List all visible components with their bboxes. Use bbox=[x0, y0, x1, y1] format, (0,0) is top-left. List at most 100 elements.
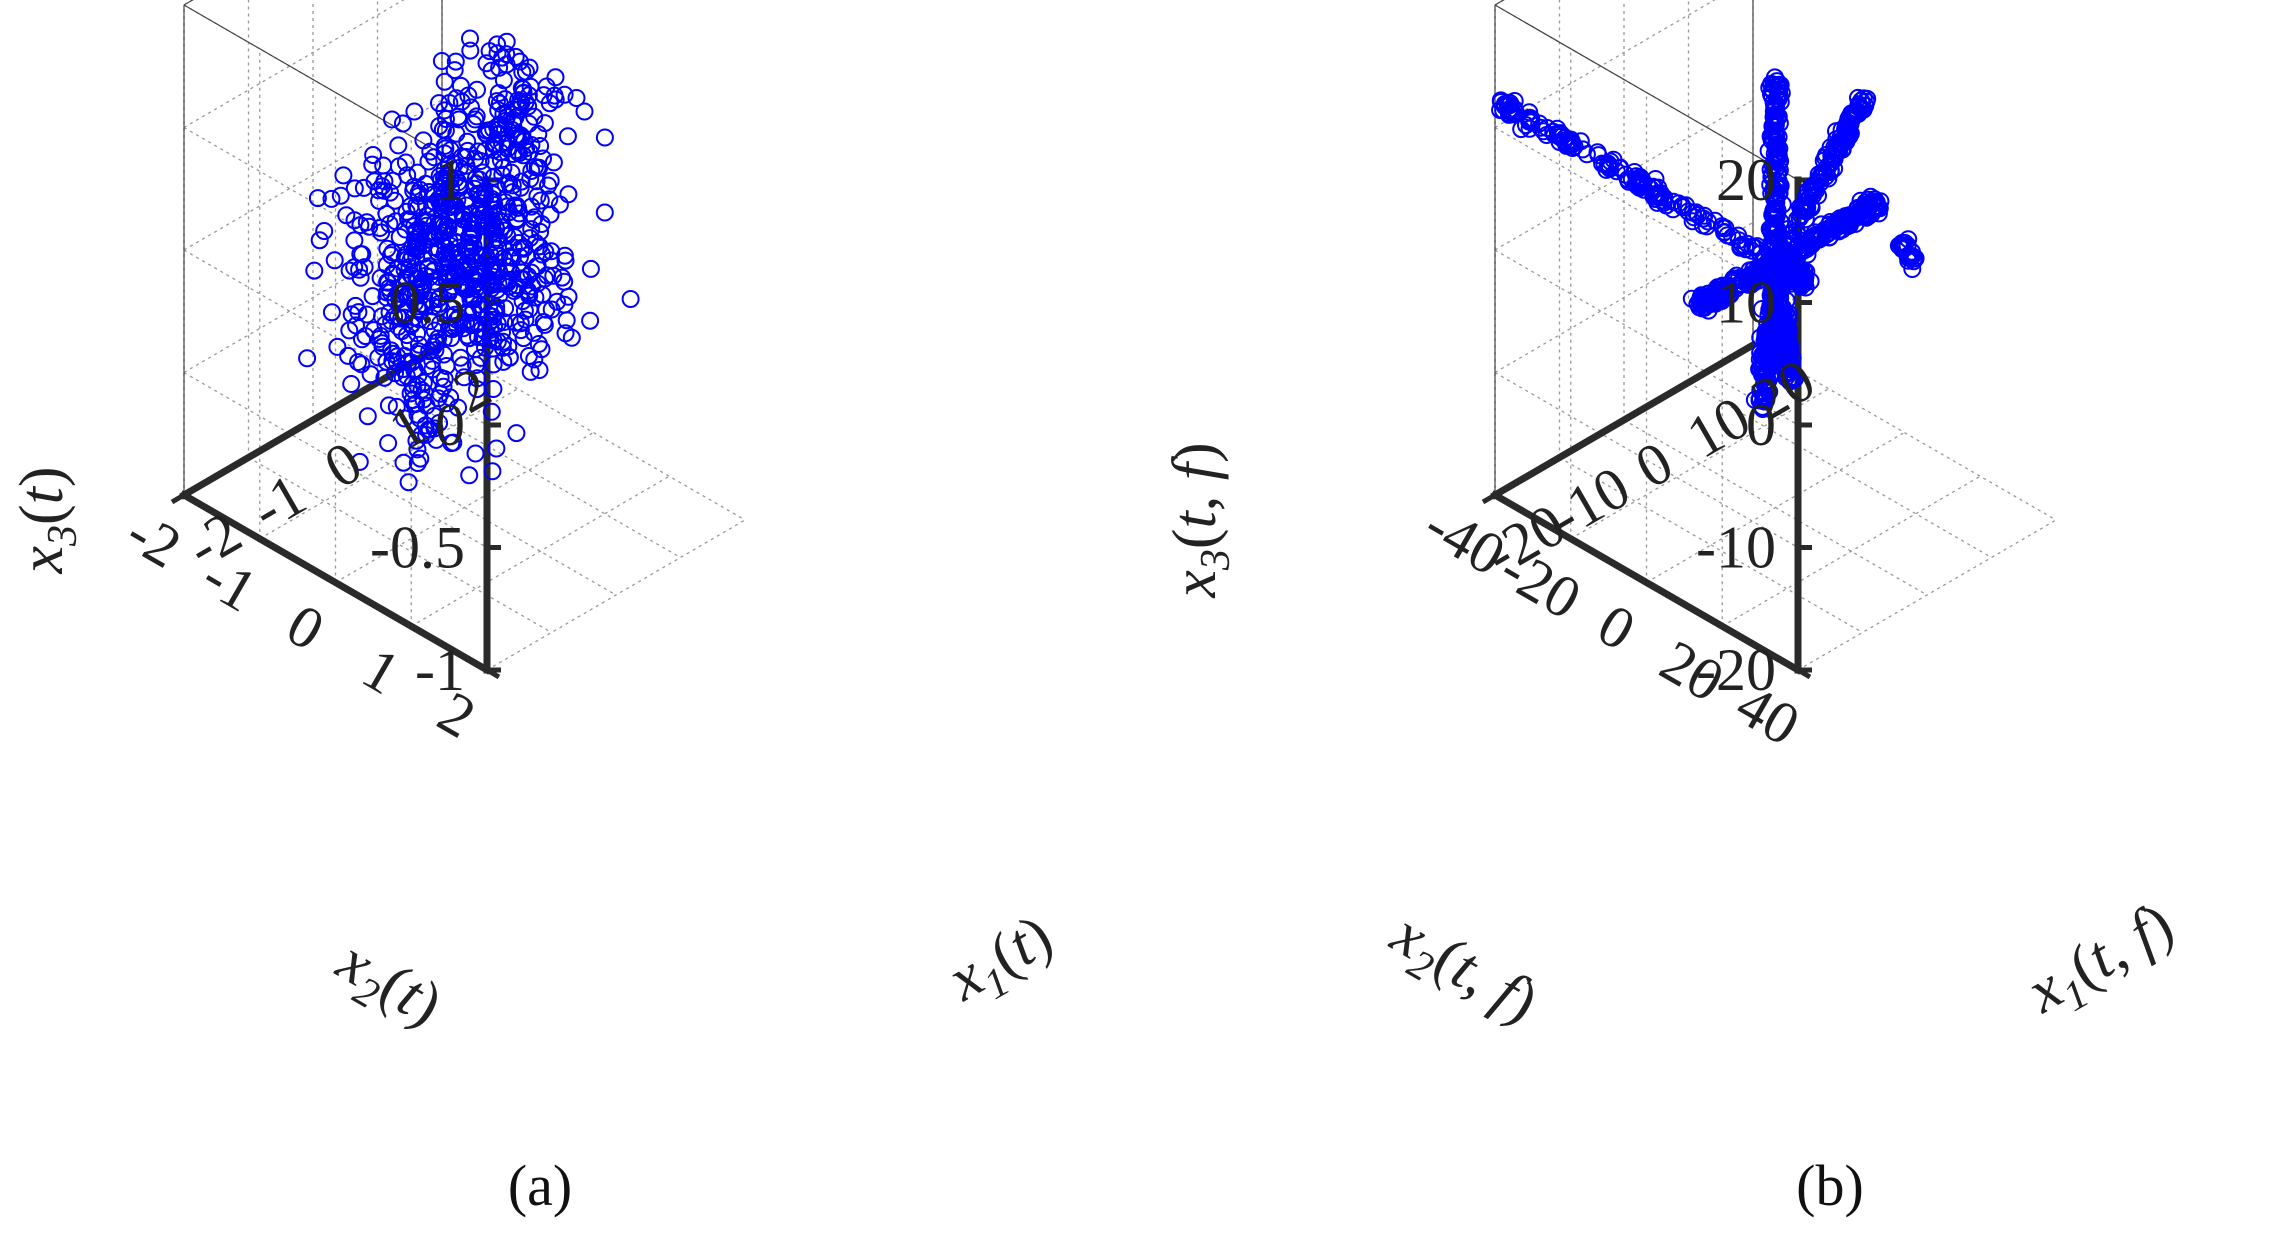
scatter-point bbox=[434, 377, 453, 396]
scatter-point bbox=[1837, 119, 1855, 138]
scatter-point bbox=[426, 193, 445, 212]
scatter-point bbox=[1756, 372, 1774, 391]
scatter-point bbox=[461, 226, 480, 245]
scatter-point bbox=[541, 205, 560, 224]
scatter-point bbox=[431, 314, 450, 333]
grid-line bbox=[1646, 431, 1905, 584]
scatter-point bbox=[383, 243, 402, 262]
scatter-point bbox=[1899, 251, 1918, 270]
scatter-point bbox=[1821, 163, 1840, 181]
scatter-point bbox=[387, 397, 406, 416]
scatter-point bbox=[516, 93, 535, 112]
scatter-point bbox=[1500, 96, 1519, 115]
scatter-point bbox=[532, 215, 551, 233]
scatter-point bbox=[345, 258, 364, 277]
scatter-point bbox=[433, 223, 452, 242]
scatter-point bbox=[1841, 209, 1860, 228]
scatter-point bbox=[528, 158, 547, 177]
scatter-point bbox=[337, 206, 356, 225]
scatter-point bbox=[430, 117, 449, 136]
scatter-point bbox=[383, 344, 402, 363]
scatter-point bbox=[435, 72, 454, 91]
grid-line bbox=[183, 371, 488, 549]
grid-line bbox=[1494, 249, 1799, 426]
scatter-point bbox=[308, 189, 327, 208]
scatter-point bbox=[471, 189, 490, 208]
scatter-point bbox=[487, 439, 506, 458]
scatter-point bbox=[510, 52, 529, 71]
scatter-point bbox=[427, 430, 446, 449]
scatter-point bbox=[542, 300, 561, 319]
scatter-point bbox=[379, 396, 398, 415]
scatter-point bbox=[507, 424, 526, 443]
scatter-point bbox=[494, 332, 513, 351]
scatter-point bbox=[1852, 91, 1871, 110]
scatter-point bbox=[545, 86, 564, 105]
scatter-point bbox=[440, 94, 459, 112]
scatter-point bbox=[461, 290, 480, 308]
x-tick bbox=[1481, 492, 1497, 505]
scatter-point bbox=[1588, 143, 1607, 162]
scatter-point bbox=[527, 172, 546, 191]
scatter-point bbox=[1563, 139, 1582, 157]
scatter-point bbox=[417, 196, 435, 214]
scatter-point bbox=[483, 310, 502, 329]
scatter-point bbox=[401, 284, 420, 302]
scatter-point bbox=[339, 346, 358, 365]
scatter-point bbox=[408, 163, 427, 182]
grid-line bbox=[1752, 344, 2057, 521]
scatter-point bbox=[1651, 184, 1670, 203]
scatter-point bbox=[315, 222, 334, 240]
scatter-point bbox=[516, 62, 535, 81]
scatter-point bbox=[441, 141, 460, 159]
y-tick bbox=[1493, 492, 1509, 505]
scatter-point bbox=[381, 183, 400, 202]
scatter-point bbox=[522, 197, 541, 216]
scatter-point bbox=[429, 290, 447, 309]
scatter-point bbox=[489, 120, 508, 139]
scatter-point bbox=[503, 183, 522, 201]
y-tick bbox=[1796, 667, 1812, 680]
z-axis-label-b: x3(t, f) bbox=[1161, 442, 1239, 598]
scatter-point bbox=[1809, 186, 1827, 205]
scatter-point bbox=[451, 178, 470, 197]
scatter-point bbox=[358, 407, 377, 426]
scatter-point bbox=[462, 98, 480, 117]
scatter-point bbox=[340, 321, 359, 340]
scatter-point bbox=[461, 41, 480, 60]
scatter-point bbox=[410, 335, 428, 354]
scatter-point bbox=[393, 114, 412, 133]
grid-line bbox=[1721, 475, 1981, 627]
scatter-point bbox=[409, 261, 428, 280]
scatter-point bbox=[595, 128, 614, 147]
scatter-point bbox=[484, 120, 503, 139]
grid-line bbox=[1623, 419, 1928, 596]
scatter-point bbox=[1697, 217, 1716, 236]
scatter-point bbox=[379, 434, 398, 453]
scatter-point bbox=[402, 353, 421, 372]
scatter-point bbox=[369, 181, 388, 200]
scatter-point bbox=[1796, 188, 1815, 207]
scatter-point bbox=[468, 369, 487, 388]
scatter-point bbox=[370, 330, 389, 348]
y-tick bbox=[485, 667, 501, 680]
caption-a: (a) bbox=[508, 1153, 572, 1218]
scatter-point bbox=[1766, 94, 1785, 113]
scatter-point bbox=[515, 239, 534, 258]
scatter-point bbox=[517, 139, 536, 158]
scatter-point bbox=[555, 272, 574, 291]
scatter-point bbox=[455, 368, 474, 387]
scatter-point bbox=[512, 263, 530, 282]
scatter-point bbox=[1766, 111, 1784, 130]
scatter-point bbox=[400, 258, 419, 277]
y-tick bbox=[1569, 536, 1585, 548]
scatter-point bbox=[557, 311, 576, 330]
scatter-point bbox=[482, 402, 501, 421]
scatter-point bbox=[524, 323, 543, 342]
scatter-point bbox=[1828, 141, 1847, 160]
scatter-point bbox=[418, 230, 437, 249]
scatter-point bbox=[1745, 390, 1764, 409]
scatter-point bbox=[1771, 260, 1790, 279]
scatter-point bbox=[503, 176, 522, 195]
y-tick-label: 0 bbox=[1587, 591, 1646, 663]
